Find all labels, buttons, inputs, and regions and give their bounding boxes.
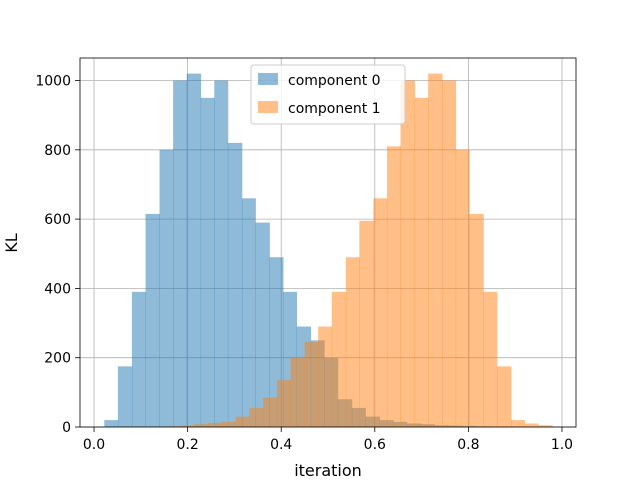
- histogram-bar: [180, 425, 195, 427]
- y-axis-label: KL: [2, 233, 21, 252]
- histogram-bar: [249, 407, 264, 427]
- histogram-bar: [131, 291, 146, 427]
- histogram-bar: [145, 213, 160, 427]
- histogram-bar: [276, 380, 291, 427]
- histogram-bar: [304, 342, 319, 427]
- bars-layer: [104, 73, 553, 428]
- histogram-bar: [524, 423, 539, 427]
- histogram-bar: [208, 422, 223, 427]
- legend-swatch-component-1: [258, 101, 278, 113]
- x-tick-label: 0.6: [364, 437, 386, 453]
- series-1-bars: [125, 73, 553, 428]
- histogram-bar: [386, 146, 401, 427]
- histogram-bar: [235, 416, 250, 427]
- histogram-bar: [510, 420, 525, 427]
- histogram-bar: [173, 80, 188, 428]
- x-tick-label: 1.0: [551, 437, 573, 453]
- legend-box: [250, 64, 406, 125]
- histogram-bar: [483, 291, 498, 427]
- histogram-bar: [241, 198, 256, 427]
- histogram-bar: [227, 142, 243, 427]
- y-tick-label: 600: [44, 212, 71, 228]
- histogram-bar: [194, 424, 209, 427]
- histogram-bar: [214, 80, 229, 428]
- legend-swatch-component-0: [258, 73, 278, 85]
- histogram-bar: [469, 213, 484, 427]
- x-tick-label: 0.2: [176, 437, 198, 453]
- histogram-bar: [345, 257, 360, 427]
- histogram-bar: [455, 149, 470, 427]
- histogram-bar: [255, 222, 270, 427]
- histogram-bar: [359, 220, 374, 427]
- legend: component 0 component 1: [250, 64, 406, 125]
- histogram-bar: [290, 357, 306, 427]
- histogram-bar: [373, 198, 388, 427]
- histogram-bar: [331, 291, 347, 427]
- histogram-bar: [442, 80, 457, 428]
- histogram-bar: [159, 149, 174, 427]
- histogram-bar: [496, 366, 512, 427]
- histogram-bar: [428, 73, 443, 427]
- plot-frame: [79, 57, 577, 428]
- histogram-bar: [186, 73, 202, 427]
- histogram-bar: [200, 97, 215, 428]
- y-tick-label: 1000: [35, 74, 71, 90]
- y-tick-label: 400: [44, 281, 71, 297]
- histogram-bar: [262, 397, 278, 427]
- y-tick-label: 0: [62, 420, 71, 436]
- x-tick-label: 0.4: [270, 437, 292, 453]
- histogram-bar: [414, 97, 429, 428]
- y-tick-label: 800: [44, 143, 71, 159]
- y-tick-label: 200: [44, 351, 71, 367]
- ticks-layer: 0.0 0.2 0.4 0.6 0.8 1.0 0 200 400 600 800 1000: [35, 74, 573, 453]
- histogram-bar: [538, 425, 553, 427]
- histogram-bar: [104, 420, 119, 427]
- legend-label-component-1: component 1: [288, 101, 381, 117]
- histogram-bar: [117, 366, 133, 427]
- histogram-bar: [318, 326, 333, 427]
- legend-label-component-0: component 0: [288, 73, 381, 89]
- histogram-bar: [400, 80, 415, 428]
- x-tick-label: 0.8: [457, 437, 479, 453]
- histogram-bar: [221, 421, 237, 427]
- x-axis-label: iteration: [294, 461, 362, 480]
- x-tick-label: 0.0: [83, 437, 105, 453]
